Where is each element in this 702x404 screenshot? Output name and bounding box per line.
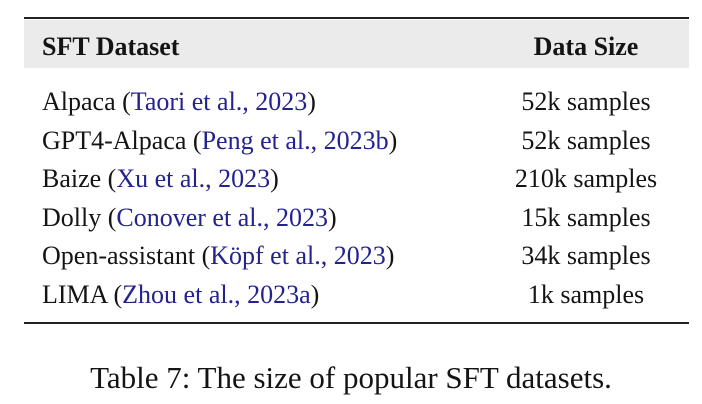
header-band [24,20,689,68]
size-cell: 52k samples [521,87,651,116]
dataset-text: ) [327,202,337,232]
dataset-text: ) [385,241,395,271]
dataset-text: Dolly ( [42,202,117,232]
dataset-text: ) [310,280,320,309]
dataset-text: LIMA ( [42,280,123,309]
citation: Köpf et al., 2023 [210,241,386,271]
dataset-text: Baize ( [42,164,117,194]
citation: Conover et al., 2023 [116,202,328,232]
size-cell: 1k samples [527,280,645,309]
dataset-text: ) [388,125,398,155]
top-rule [24,17,689,19]
citation: Xu et al., 2023 [116,164,271,194]
size-cell: 15k samples [521,202,651,232]
citation: Peng et al., 2023b [201,125,389,155]
header-cell: Data Size [533,32,639,61]
dataset-text: ) [270,164,279,194]
dataset-cell: Alpaca (Taori et al., 2023) [42,87,316,117]
citation: Zhou et al., 2023a [122,280,311,309]
bottom-rule [24,322,689,324]
citation: Taori et al., 2023 [130,87,308,116]
size-cell: 34k samples [521,241,651,271]
dataset-cell: Dolly (Conover et al., 2023) [42,203,337,233]
dataset-cell: LIMA (Zhou et al., 2023a) [42,280,319,310]
header-cell: SFT Dataset [42,32,180,61]
dataset-cell: Open-assistant (Köpf et al., 2023) [42,241,394,271]
dataset-text: Open-assistant ( [42,241,211,271]
size-cell: 210k samples [514,164,658,194]
dataset-cell: GPT4-Alpaca (Peng et al., 2023b) [42,126,397,156]
dataset-text: ) [307,87,316,116]
caption: Table 7: The size of popular SFT dataset… [90,360,612,395]
dataset-cell: Baize (Xu et al., 2023) [42,164,279,194]
dataset-text: Alpaca ( [42,87,131,116]
size-cell: 52k samples [521,125,651,155]
dataset-text: GPT4-Alpaca ( [42,125,202,155]
